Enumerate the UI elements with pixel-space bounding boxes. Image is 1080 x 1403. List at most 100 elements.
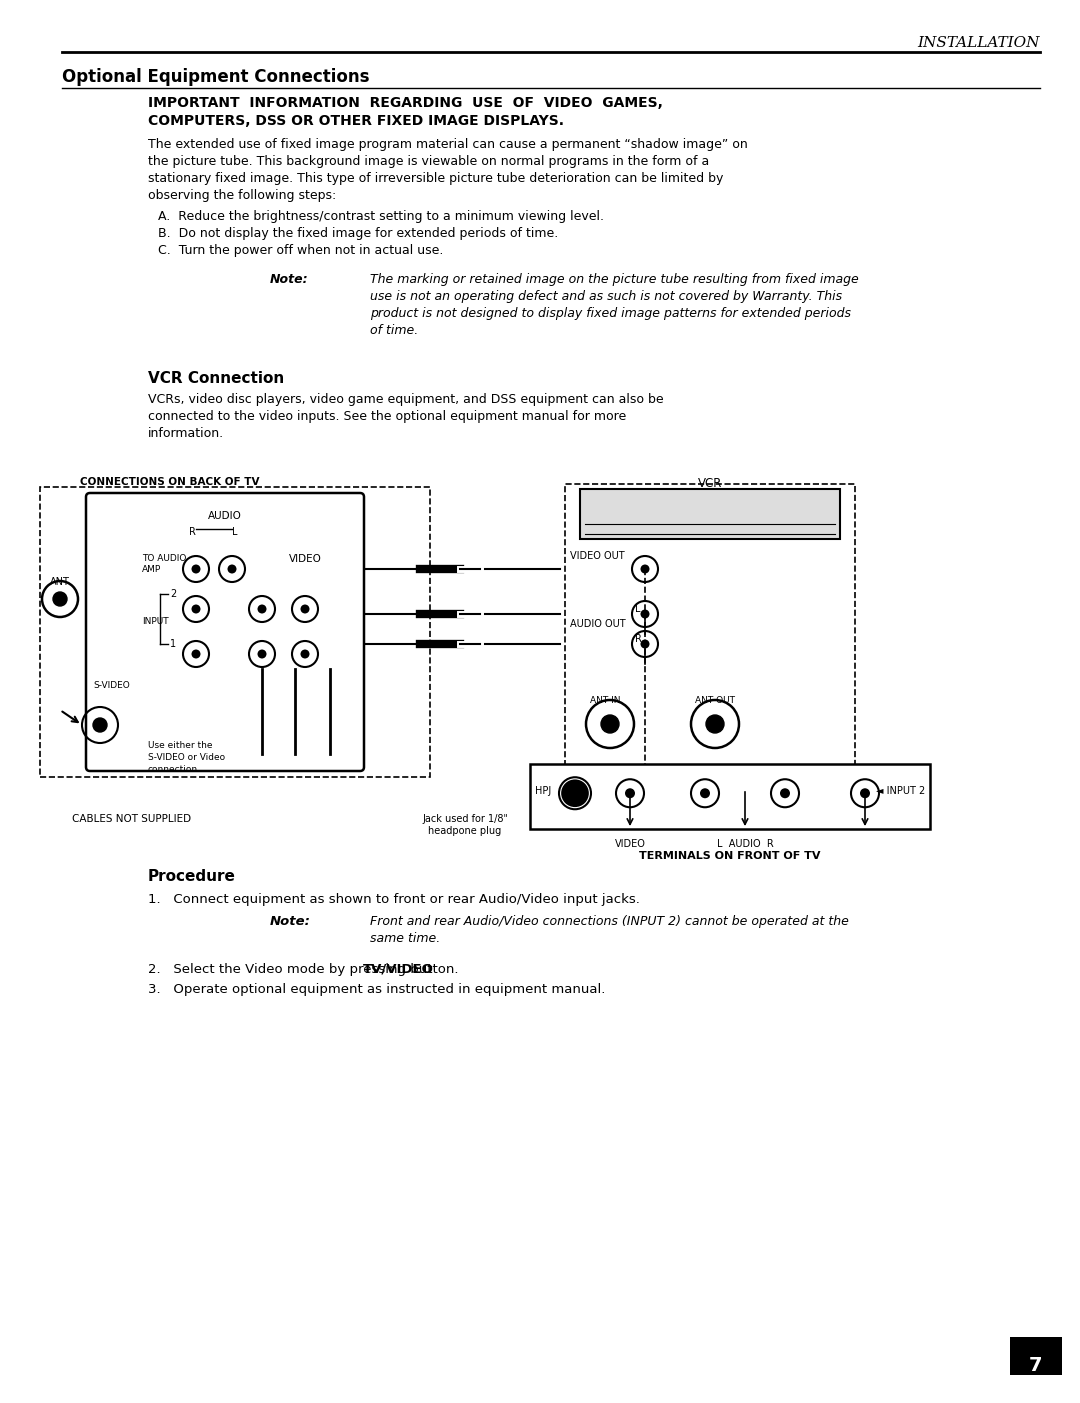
Circle shape [257, 605, 267, 613]
Text: VIDEO: VIDEO [615, 839, 646, 849]
Text: Optional Equipment Connections: Optional Equipment Connections [62, 67, 369, 86]
Text: button.: button. [406, 962, 459, 976]
Circle shape [183, 641, 210, 666]
Circle shape [191, 650, 201, 658]
Circle shape [219, 556, 245, 582]
Circle shape [292, 641, 318, 666]
Text: R: R [635, 634, 642, 644]
Text: The extended use of fixed image program material can cause a permanent “shadow i: The extended use of fixed image program … [148, 137, 747, 152]
Circle shape [691, 779, 719, 807]
Text: L: L [232, 528, 238, 537]
Circle shape [600, 716, 619, 732]
Circle shape [700, 788, 710, 798]
Circle shape [632, 556, 658, 582]
Text: information.: information. [148, 427, 225, 441]
Text: Jack used for 1/8"
headpone plug: Jack used for 1/8" headpone plug [422, 814, 508, 836]
Text: INSTALLATION: INSTALLATION [918, 36, 1040, 51]
Circle shape [191, 564, 201, 574]
Circle shape [300, 650, 310, 658]
Circle shape [249, 641, 275, 666]
Text: stationary fixed image. This type of irreversible picture tube deterioration can: stationary fixed image. This type of irr… [148, 173, 724, 185]
Circle shape [93, 718, 107, 732]
Bar [1010, 1337, 1062, 1375]
Circle shape [851, 779, 879, 807]
Text: AUDIO: AUDIO [208, 511, 242, 521]
Text: Note:: Note: [270, 915, 311, 927]
Text: TV/VIDEO: TV/VIDEO [363, 962, 433, 976]
Text: VIDEO OUT: VIDEO OUT [570, 551, 624, 561]
Text: of time.: of time. [370, 324, 418, 337]
Text: HPJ: HPJ [535, 786, 551, 796]
Text: Use either the: Use either the [148, 741, 213, 751]
Text: AMP: AMP [141, 565, 161, 574]
Circle shape [183, 596, 210, 622]
Text: 1: 1 [170, 638, 176, 650]
Circle shape [562, 780, 588, 807]
Text: same time.: same time. [370, 932, 441, 946]
Text: CABLES NOT SUPPLIED: CABLES NOT SUPPLIED [72, 814, 191, 824]
Circle shape [860, 788, 870, 798]
Text: C.  Turn the power off when not in actual use.: C. Turn the power off when not in actual… [158, 244, 444, 257]
Text: product is not designed to display fixed image patterns for extended periods: product is not designed to display fixed… [370, 307, 851, 320]
Text: COMPUTERS, DSS OR OTHER FIXED IMAGE DISPLAYS.: COMPUTERS, DSS OR OTHER FIXED IMAGE DISP… [148, 114, 564, 128]
Circle shape [249, 596, 275, 622]
Circle shape [183, 556, 210, 582]
Bar [530, 765, 930, 829]
Circle shape [257, 650, 267, 658]
Circle shape [640, 640, 649, 648]
Bar [565, 484, 855, 794]
Circle shape [228, 564, 237, 574]
Text: CONNECTIONS ON BACK OF TV: CONNECTIONS ON BACK OF TV [80, 477, 259, 487]
Circle shape [300, 605, 310, 613]
Text: IMPORTANT  INFORMATION  REGARDING  USE  OF  VIDEO  GAMES,: IMPORTANT INFORMATION REGARDING USE OF V… [148, 95, 663, 109]
FancyBboxPatch shape [86, 492, 364, 772]
Bar [40, 487, 430, 777]
Text: Front and rear Audio/Video connections (INPUT 2) cannot be operated at the: Front and rear Audio/Video connections (… [370, 915, 849, 927]
Circle shape [780, 788, 789, 798]
Text: VCR Connection: VCR Connection [148, 370, 284, 386]
Text: VCR: VCR [698, 477, 723, 490]
Text: Procedure: Procedure [148, 868, 235, 884]
Text: the picture tube. This background image is viewable on normal programs in the fo: the picture tube. This background image … [148, 154, 710, 168]
Text: connection.: connection. [148, 765, 201, 774]
Bar [580, 490, 840, 539]
Text: 2: 2 [170, 589, 176, 599]
Circle shape [706, 716, 724, 732]
Text: use is not an operating defect and as such is not covered by Warranty. This: use is not an operating defect and as su… [370, 290, 842, 303]
Text: 1.   Connect equipment as shown to front or rear Audio/Video input jacks.: 1. Connect equipment as shown to front o… [148, 892, 639, 906]
Text: L  AUDIO  R: L AUDIO R [717, 839, 773, 849]
Circle shape [632, 600, 658, 627]
Text: The marking or retained image on the picture tube resulting from fixed image: The marking or retained image on the pic… [370, 274, 859, 286]
Circle shape [632, 631, 658, 657]
Text: ANT IN: ANT IN [590, 696, 621, 704]
Circle shape [640, 564, 649, 574]
Text: ANT: ANT [50, 577, 70, 586]
Circle shape [191, 605, 201, 613]
Text: R: R [189, 528, 195, 537]
Circle shape [616, 779, 644, 807]
Text: ◄ INPUT 2: ◄ INPUT 2 [876, 786, 924, 796]
Text: INPUT: INPUT [141, 617, 168, 626]
Text: A.  Reduce the brightness/contrast setting to a minimum viewing level.: A. Reduce the brightness/contrast settin… [158, 210, 604, 223]
Text: Note:: Note: [270, 274, 309, 286]
Text: connected to the video inputs. See the optional equipment manual for more: connected to the video inputs. See the o… [148, 410, 626, 422]
Text: 7: 7 [1029, 1357, 1043, 1375]
Circle shape [640, 609, 649, 619]
Text: B.  Do not display the fixed image for extended periods of time.: B. Do not display the fixed image for ex… [158, 227, 558, 240]
Text: VIDEO: VIDEO [288, 554, 322, 564]
Text: L: L [635, 605, 640, 615]
Text: S-VIDEO or Video: S-VIDEO or Video [148, 753, 225, 762]
Text: S-VIDEO: S-VIDEO [93, 680, 130, 690]
Text: observing the following steps:: observing the following steps: [148, 189, 336, 202]
Circle shape [53, 592, 67, 606]
Text: 2.   Select the Video mode by pressing: 2. Select the Video mode by pressing [148, 962, 410, 976]
Circle shape [292, 596, 318, 622]
Circle shape [625, 788, 635, 798]
Text: VCRs, video disc players, video game equipment, and DSS equipment can also be: VCRs, video disc players, video game equ… [148, 393, 663, 405]
Text: TERMINALS ON FRONT OF TV: TERMINALS ON FRONT OF TV [639, 852, 821, 861]
Text: AUDIO OUT: AUDIO OUT [570, 619, 625, 629]
Text: TO AUDIO: TO AUDIO [141, 554, 187, 563]
Circle shape [771, 779, 799, 807]
Text: 3.   Operate optional equipment as instructed in equipment manual.: 3. Operate optional equipment as instruc… [148, 984, 606, 996]
Text: ANT OUT: ANT OUT [696, 696, 735, 704]
